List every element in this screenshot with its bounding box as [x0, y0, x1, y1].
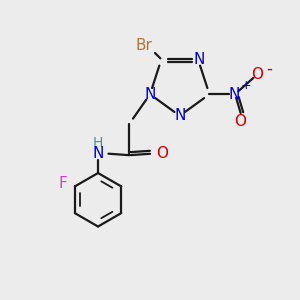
Text: O: O — [235, 113, 247, 128]
Text: H: H — [93, 136, 103, 150]
Text: -: - — [266, 60, 272, 78]
Text: O: O — [156, 146, 168, 161]
Text: F: F — [58, 176, 67, 191]
Text: N: N — [229, 87, 240, 102]
Text: +: + — [241, 80, 251, 92]
Text: O: O — [251, 68, 263, 82]
Text: N: N — [144, 87, 156, 102]
Text: N: N — [92, 146, 104, 161]
Text: Br: Br — [135, 38, 152, 53]
Text: N: N — [174, 108, 185, 123]
Text: N: N — [194, 52, 205, 67]
